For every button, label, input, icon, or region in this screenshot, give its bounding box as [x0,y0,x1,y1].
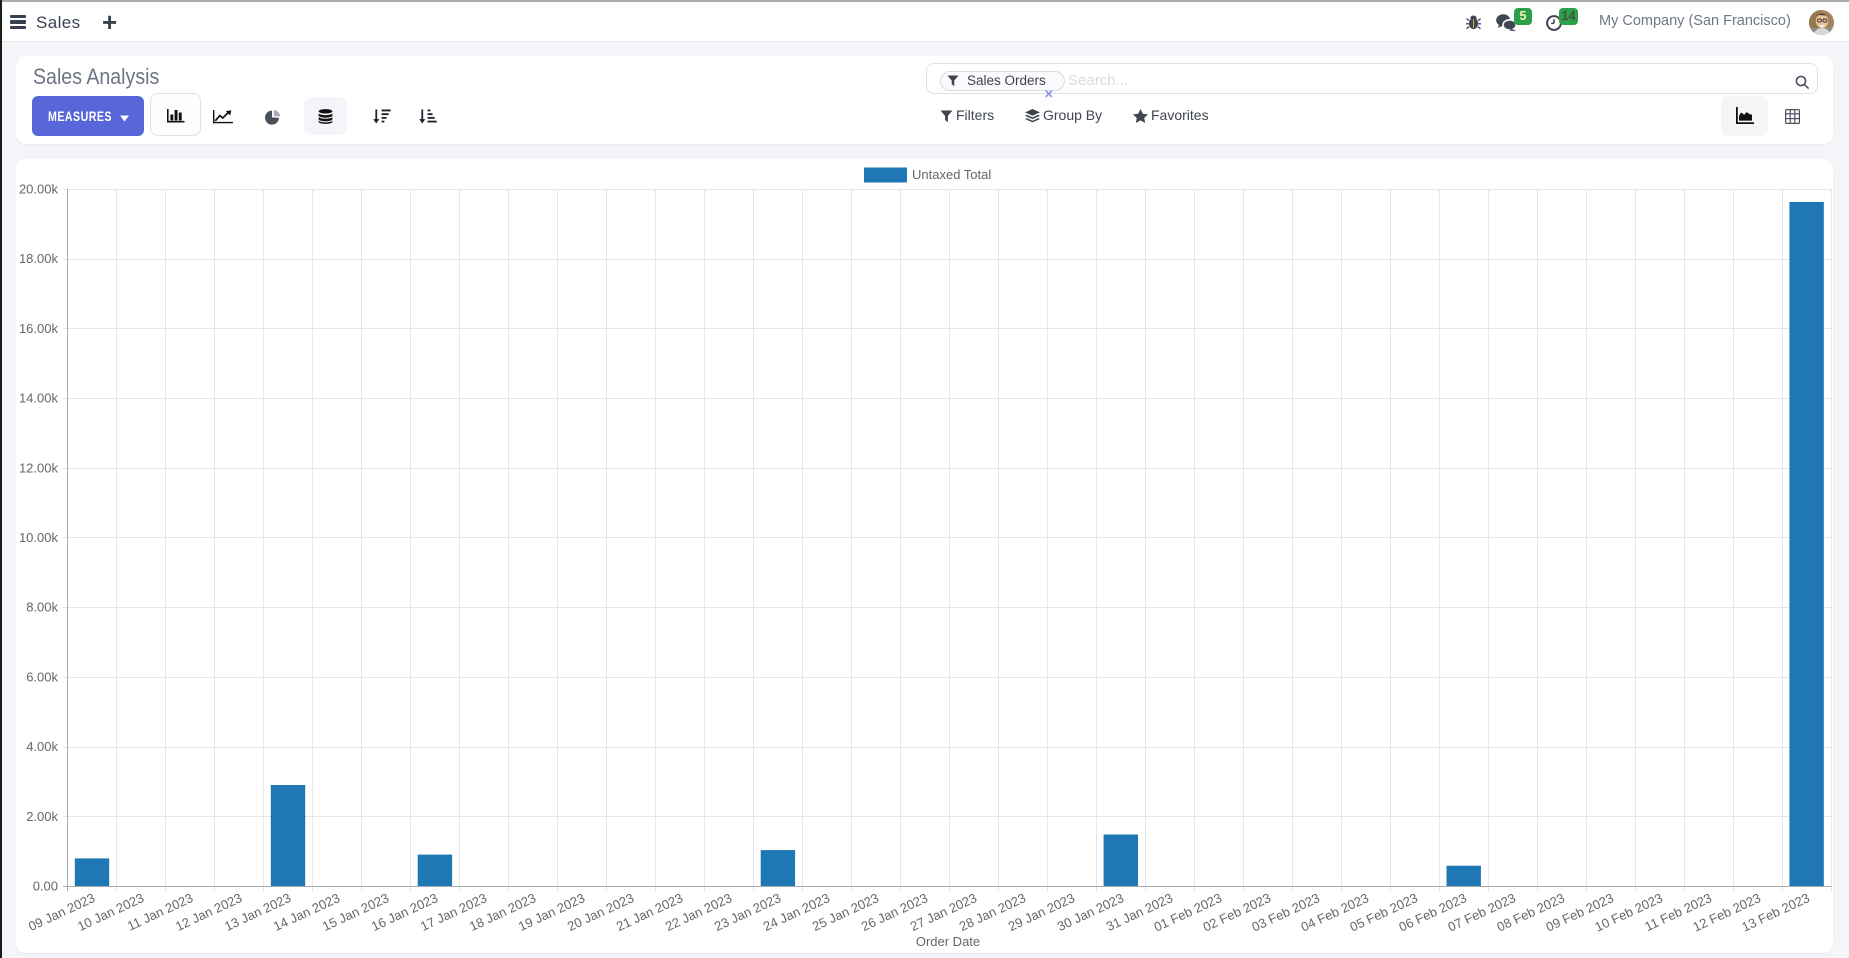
svg-text:14.00k: 14.00k [19,391,59,406]
svg-text:2.00k: 2.00k [26,809,58,824]
svg-text:0.00: 0.00 [33,879,58,894]
svg-text:16.00k: 16.00k [19,321,59,336]
svg-text:18.00k: 18.00k [19,251,59,266]
svg-text:12.00k: 12.00k [19,460,59,475]
svg-text:6.00k: 6.00k [26,669,58,684]
svg-text:4.00k: 4.00k [26,739,58,754]
svg-text:Order Date: Order Date [916,934,980,949]
svg-text:10.00k: 10.00k [19,530,59,545]
svg-text:Untaxed Total: Untaxed Total [912,167,991,182]
svg-text:20.00k: 20.00k [19,182,59,197]
svg-text:8.00k: 8.00k [26,600,58,615]
